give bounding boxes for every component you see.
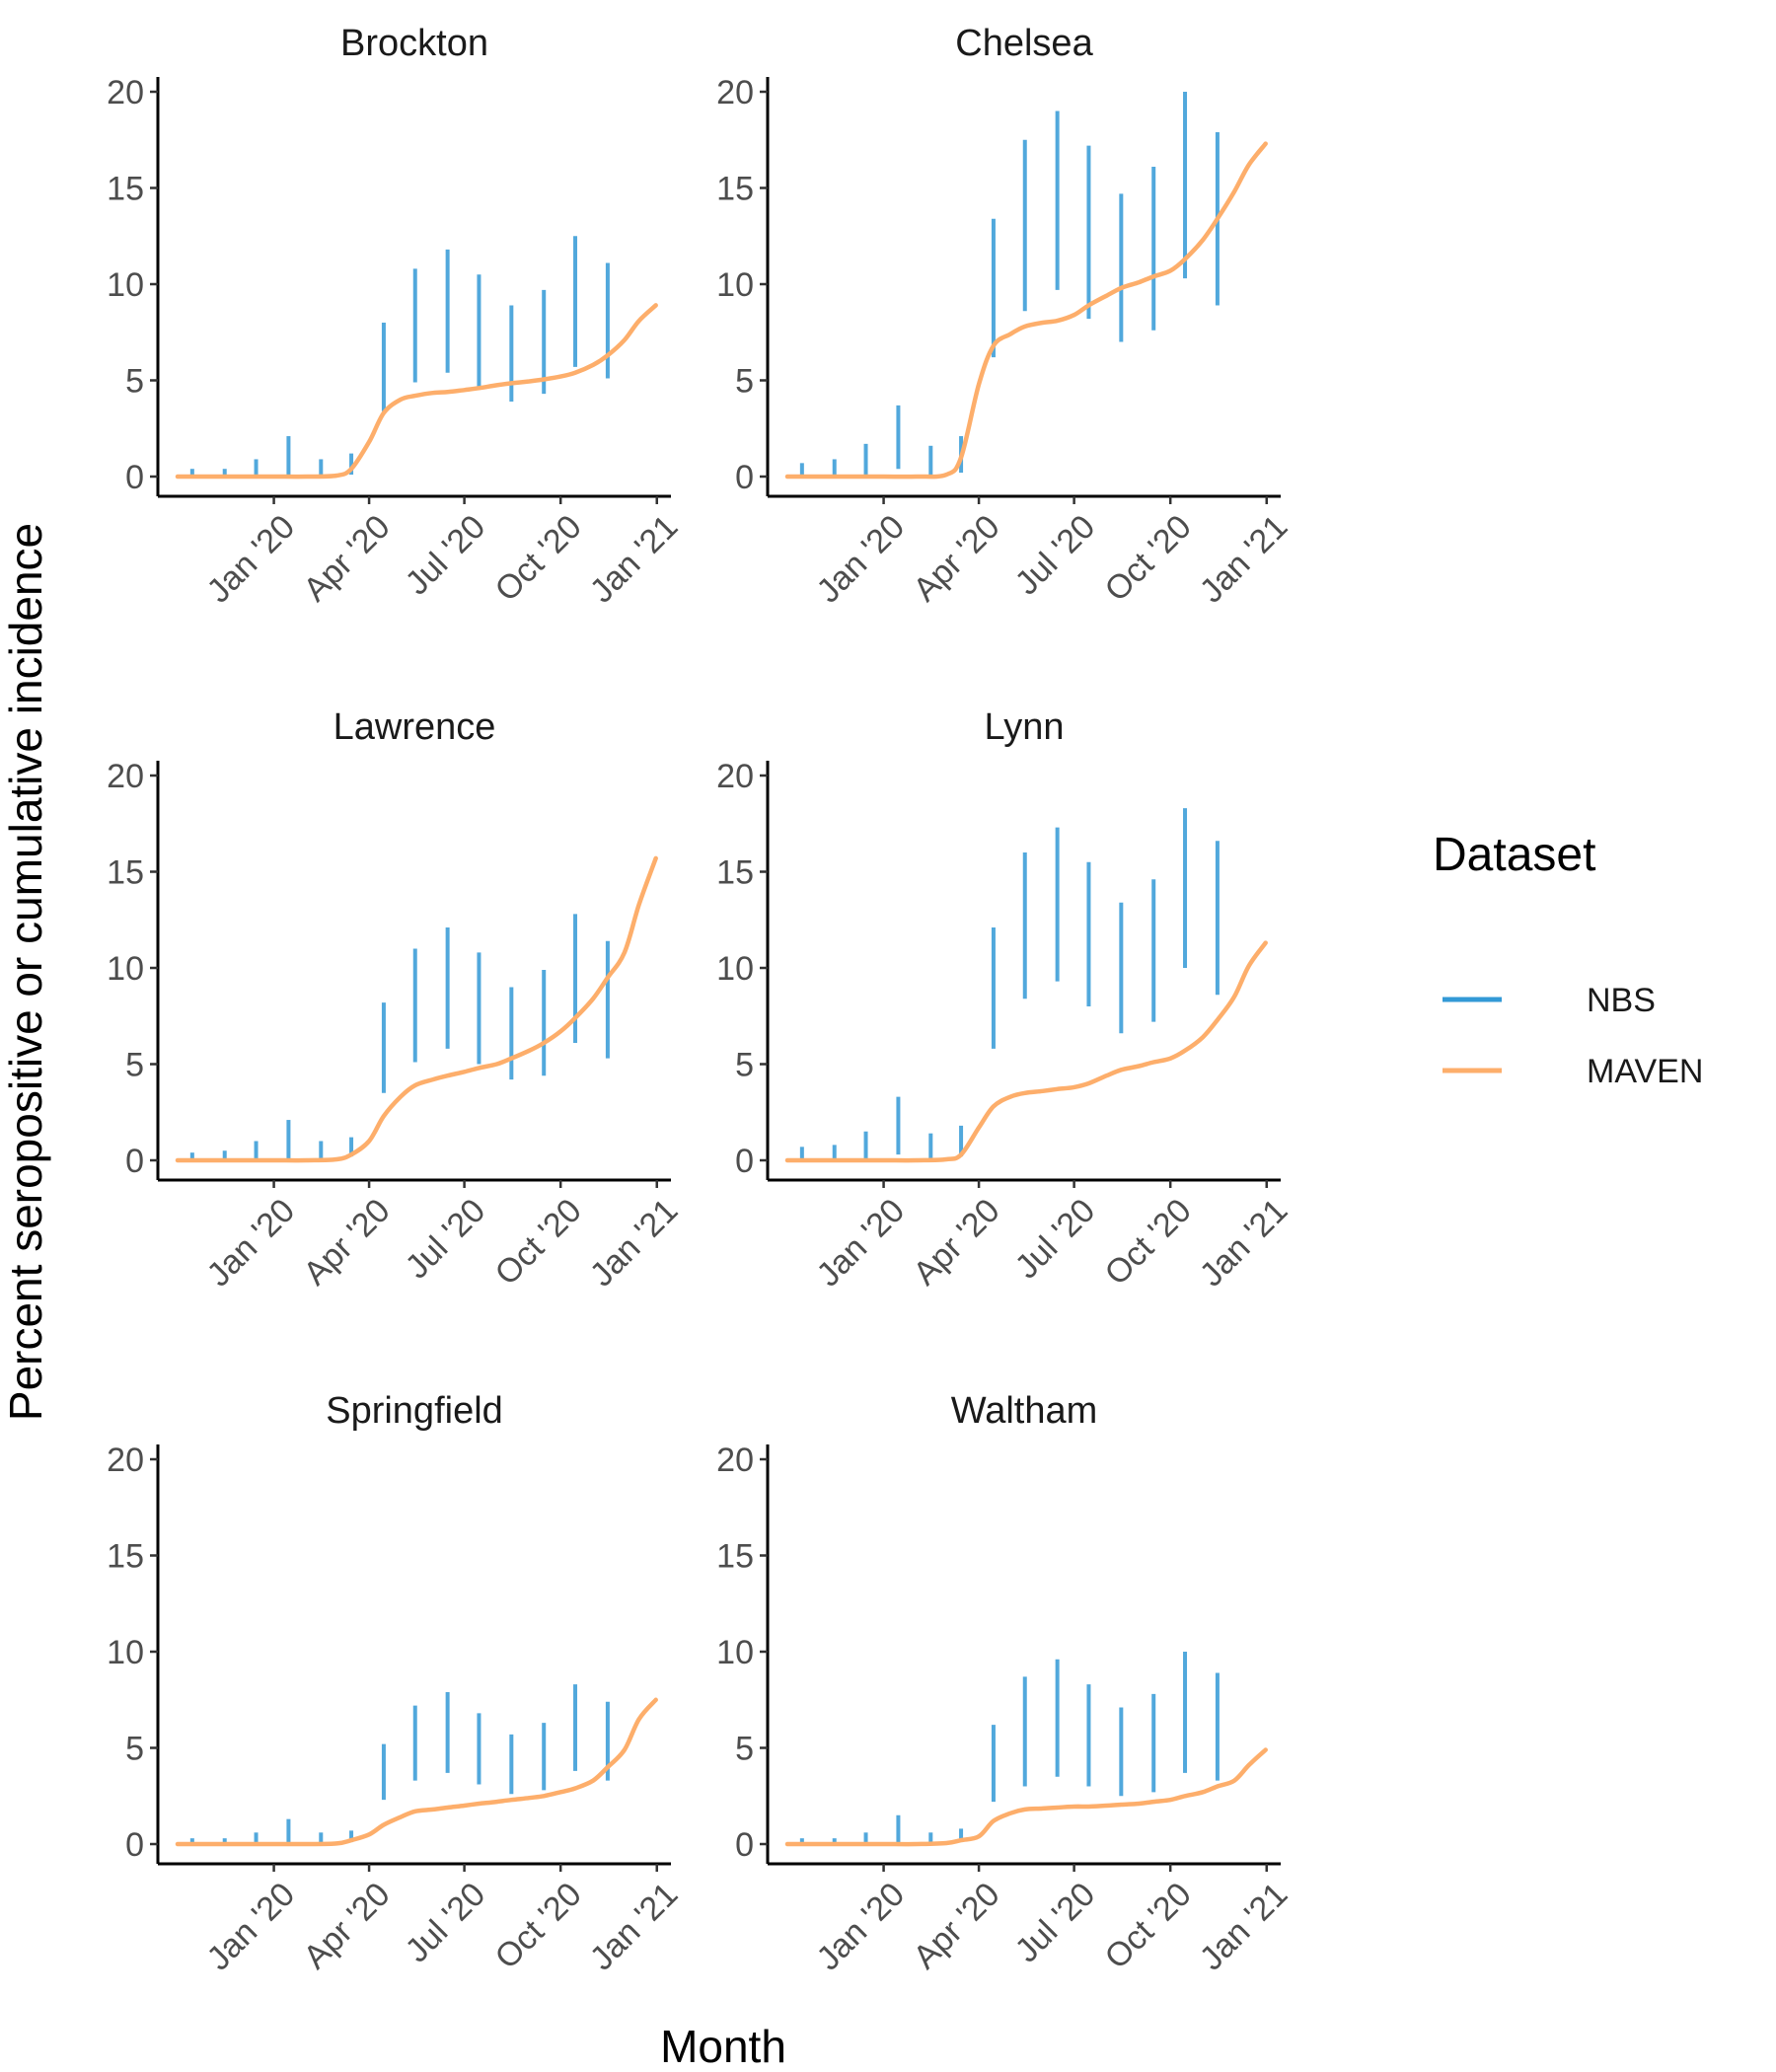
x-tick-label: Jan '20	[810, 508, 913, 611]
y-tick-label: 15	[716, 171, 754, 208]
y-axis-title: Percent seropositive or cumulative incid…	[0, 523, 51, 1421]
legend-label-nbs: NBS	[1587, 982, 1656, 1019]
x-tick-label: Jan '21	[583, 1192, 686, 1295]
y-tick-label: 20	[716, 758, 754, 795]
y-tick-label: 5	[735, 1047, 754, 1084]
y-tick-label: 5	[735, 1731, 754, 1768]
x-tick-label: Jul '20	[399, 508, 493, 603]
y-tick-label: 15	[107, 171, 144, 208]
maven-series-line	[784, 940, 1268, 1163]
x-tick-label: Jan '21	[583, 1876, 686, 1978]
panel-title: Lynn	[985, 706, 1065, 748]
x-tick-label: Jul '20	[1008, 508, 1103, 603]
x-tick-label: Jan '20	[200, 508, 303, 611]
y-tick-label: 10	[107, 1634, 144, 1671]
x-tick-label: Apr '20	[296, 1876, 397, 1976]
legend: Dataset NBS MAVEN	[1433, 829, 1703, 1090]
maven-series-line	[175, 1697, 658, 1847]
panel-title: Brockton	[340, 23, 488, 64]
legend-label-maven: MAVEN	[1587, 1053, 1703, 1090]
panel-title: Waltham	[951, 1390, 1098, 1432]
y-tick-label: 0	[735, 1143, 754, 1180]
panel-title: Lawrence	[333, 706, 496, 748]
x-tick-label: Apr '20	[906, 1192, 1006, 1293]
y-tick-label: 20	[716, 74, 754, 111]
x-tick-label: Oct '20	[1098, 1192, 1199, 1293]
y-tick-label: 15	[107, 854, 144, 892]
y-tick-label: 20	[107, 1442, 144, 1479]
x-tick-label: Apr '20	[906, 1876, 1006, 1976]
y-tick-label: 10	[716, 1634, 754, 1671]
y-tick-label: 10	[107, 950, 144, 988]
x-tick-label: Apr '20	[296, 508, 397, 609]
x-tick-label: Jul '20	[399, 1192, 493, 1287]
x-tick-label: Jan '21	[1193, 1192, 1295, 1295]
legend-title: Dataset	[1433, 829, 1595, 881]
x-tick-label: Jan '20	[200, 1192, 303, 1295]
x-tick-label: Apr '20	[296, 1192, 397, 1293]
x-tick-label: Oct '20	[488, 1876, 589, 1976]
y-tick-label: 5	[735, 363, 754, 401]
x-tick-label: Jan '20	[810, 1192, 913, 1295]
y-tick-label: 10	[716, 950, 754, 988]
y-tick-label: 5	[125, 1731, 144, 1768]
x-tick-label: Jan '21	[583, 508, 686, 611]
y-tick-label: 0	[125, 1143, 144, 1180]
y-tick-label: 0	[125, 459, 144, 496]
x-axis-title: Month	[660, 2021, 786, 2072]
y-tick-label: 15	[716, 854, 754, 892]
y-tick-label: 20	[107, 74, 144, 111]
x-tick-label: Oct '20	[488, 1192, 589, 1293]
panel-title: Springfield	[326, 1390, 503, 1432]
y-tick-label: 0	[125, 1826, 144, 1864]
maven-series-line	[784, 1747, 1268, 1847]
x-tick-label: Oct '20	[1098, 1876, 1199, 1976]
y-tick-label: 10	[107, 266, 144, 304]
y-tick-label: 20	[107, 758, 144, 795]
y-tick-label: 5	[125, 363, 144, 401]
x-tick-label: Jul '20	[1008, 1192, 1103, 1287]
maven-series-line	[784, 141, 1268, 480]
y-tick-label: 15	[716, 1538, 754, 1576]
panel-title: Chelsea	[955, 23, 1093, 64]
x-tick-label: Jan '21	[1193, 508, 1295, 611]
x-tick-label: Jan '21	[1193, 1876, 1295, 1978]
y-tick-label: 15	[107, 1538, 144, 1576]
y-tick-label: 20	[716, 1442, 754, 1479]
x-tick-label: Jul '20	[1008, 1876, 1103, 1970]
y-tick-label: 10	[716, 266, 754, 304]
x-tick-label: Jul '20	[399, 1876, 493, 1970]
x-tick-label: Jan '20	[810, 1876, 913, 1978]
x-tick-label: Oct '20	[1098, 508, 1199, 609]
y-tick-label: 5	[125, 1047, 144, 1084]
x-tick-label: Jan '20	[200, 1876, 303, 1978]
maven-series-line	[175, 303, 658, 480]
x-tick-label: Oct '20	[488, 508, 589, 609]
maven-series-line	[175, 855, 658, 1163]
y-tick-label: 0	[735, 1826, 754, 1864]
y-tick-label: 0	[735, 459, 754, 496]
x-tick-label: Apr '20	[906, 508, 1006, 609]
